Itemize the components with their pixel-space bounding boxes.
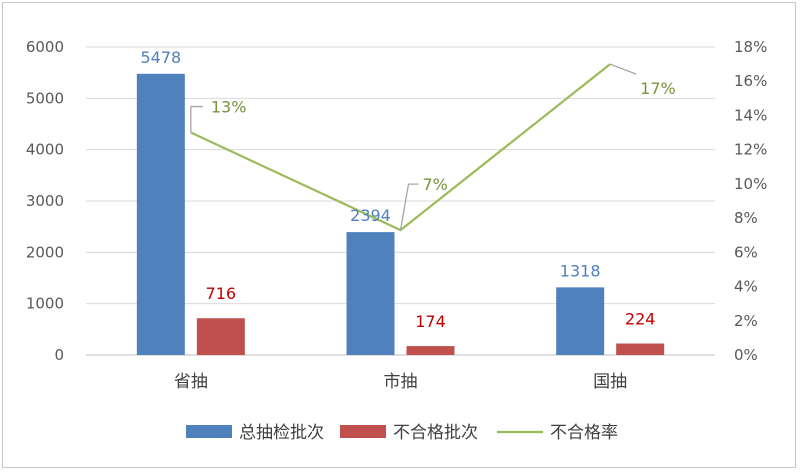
right-tick-label: 8% bbox=[734, 209, 758, 227]
bar-failed bbox=[196, 318, 245, 355]
chart-frame bbox=[2, 2, 796, 468]
right-tick-label: 6% bbox=[734, 243, 758, 261]
right-tick-label: 10% bbox=[734, 175, 767, 193]
bars bbox=[136, 73, 665, 356]
bar-data-label: 174 bbox=[415, 312, 446, 331]
bar-total bbox=[136, 73, 185, 356]
left-tick-label: 5000 bbox=[26, 89, 64, 107]
legend-swatch bbox=[186, 425, 232, 438]
right-tick-label: 2% bbox=[734, 312, 758, 330]
leader-line bbox=[399, 183, 419, 231]
legend-swatch bbox=[340, 425, 386, 438]
right-tick-label: 14% bbox=[734, 106, 767, 124]
bar-total bbox=[556, 287, 605, 355]
category-labels: 省抽 市抽 国抽 bbox=[174, 372, 627, 392]
leader-line bbox=[609, 63, 637, 75]
right-tick-label: 0% bbox=[734, 346, 758, 364]
bar-data-label: 1318 bbox=[560, 261, 601, 280]
left-tick-label: 1000 bbox=[26, 295, 64, 313]
left-tick-label: 0 bbox=[54, 346, 64, 364]
rate-line-path bbox=[190, 63, 611, 232]
rate-line bbox=[190, 63, 611, 232]
data-labels: 5478 2394 1318 716 174 224 13% 7% 17% bbox=[140, 48, 675, 331]
right-tick-label: 16% bbox=[734, 72, 767, 90]
gridlines bbox=[86, 46, 715, 356]
right-tick-label: 18% bbox=[734, 38, 767, 56]
rate-data-label: 17% bbox=[640, 79, 676, 98]
left-tick-label: 6000 bbox=[26, 38, 64, 56]
right-tick-label: 4% bbox=[734, 278, 758, 296]
bar-data-label: 716 bbox=[206, 284, 237, 303]
left-tick-label: 4000 bbox=[26, 141, 64, 159]
right-tick-label: 12% bbox=[734, 141, 767, 159]
left-tick-label: 3000 bbox=[26, 192, 64, 210]
right-axis-ticks: 0% 2% 4% 6% 8% 10% 12% 14% 16% 18% bbox=[734, 38, 767, 364]
legend: 总抽检批次 不合格批次 不合格率 bbox=[186, 423, 618, 443]
category-label: 市抽 bbox=[384, 372, 418, 392]
bar-failed bbox=[406, 346, 455, 355]
legend-label: 不合格率 bbox=[550, 423, 618, 443]
rate-data-label: 7% bbox=[423, 175, 448, 194]
bar-data-label: 5478 bbox=[140, 48, 181, 67]
bar-data-label: 2394 bbox=[350, 206, 391, 225]
rate-data-label: 13% bbox=[211, 98, 247, 117]
bar-data-label: 224 bbox=[625, 310, 656, 329]
left-tick-label: 2000 bbox=[26, 243, 64, 261]
legend-label: 不合格批次 bbox=[393, 423, 478, 443]
category-label: 国抽 bbox=[593, 372, 627, 392]
bar-failed bbox=[616, 343, 665, 355]
leader-line bbox=[190, 105, 203, 133]
category-label: 省抽 bbox=[174, 372, 208, 392]
left-axis-ticks: 0 1000 2000 3000 4000 5000 6000 bbox=[26, 38, 64, 364]
bar-total bbox=[346, 232, 395, 355]
legend-label: 总抽检批次 bbox=[239, 423, 324, 443]
